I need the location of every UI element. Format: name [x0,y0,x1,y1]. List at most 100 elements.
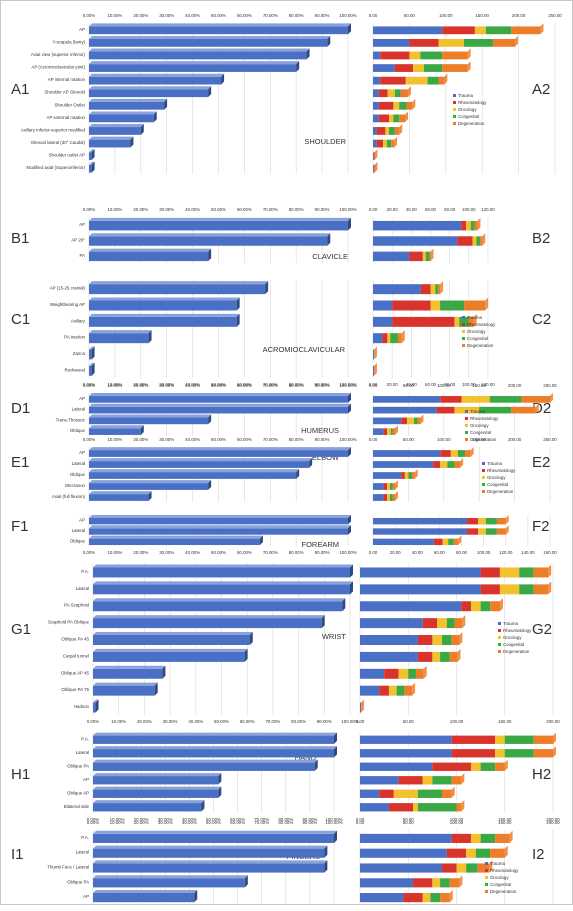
panel-g2-bar-top [360,665,427,669]
panel-a1-tick-label: 90.00% [315,13,330,18]
panel-d2-segment-oncology [387,428,391,435]
legend-label-oncology: Oncology [490,875,509,880]
panel-c1-bar [89,297,240,311]
panel-h1: 0.00% 10.00% 20.00% 30.00% 40.00% 50.00% 60.00… [11,732,343,822]
panel-e1-bar-front [89,472,297,479]
panel-h2-segment-oncology [422,776,433,785]
panel-b1-category-label: PA [79,253,85,258]
panel-a1-bar-front [89,114,154,123]
panel-a2-bar-side [405,111,409,123]
panel-i2-segment-degeneration [440,893,450,903]
panel-c2-segment-rheumatology [392,300,431,311]
panel-i2: 0.00 50.00 100.00 150.00 200.00 I2 Trauma Rheum… [356,820,560,904]
panel-a2-segment-rheumatology [442,26,475,35]
panel-e2-segment-rheumatology [433,461,441,468]
panel-g1-bar-top [93,632,253,635]
panel-b1-bar-top [89,217,351,221]
legend-label-congenital: Congenital [470,430,491,435]
panel-i1-tick-label: 50.00% [206,820,221,825]
panel-e1-label: E1 [11,454,29,471]
panel-g2-label: G2 [532,621,552,638]
panel-g2-segment-congenital [408,668,416,679]
panel-i2-tick-label: 150.00 [498,820,512,825]
legend-swatch-degeneration [465,438,468,441]
panel-a2-segment-congenital [399,101,407,110]
panel-f2-bar-side [505,514,509,525]
panel-a1-bar [89,61,300,72]
panel-a2-segment-congenital [386,139,392,148]
panel-e2-bar-side [394,491,398,501]
panel-h1-bar-side [314,759,318,771]
panel-b2-segment-rheumatology [461,220,466,231]
panel-a1-tick-label: 40.00% [185,13,200,18]
panel-h2-segment-rheumatology [388,803,414,812]
panel-a1-bar-top [89,86,212,90]
panel-a2-segment-degeneration [394,127,400,135]
panel-c2-bar-side [401,330,405,344]
panel-f2-tick-label: 40.00 [412,550,424,555]
panel-f1-bar [89,535,263,546]
panel-d2-segment-rheumatology [436,406,455,414]
panel-g1-bar [93,615,325,629]
panel-i2-label: I2 [532,846,545,863]
panel-c1-bar-front [89,300,237,311]
panel-i2-tick-label: 200.00 [546,820,560,825]
panel-e1-bar [89,469,300,479]
legend-swatch-oncology [485,876,488,879]
legend-swatch-trauma [465,410,468,413]
panel-d2-bar-top [373,414,424,418]
panel-f2-segment-oncology [478,528,486,535]
panel-i2-tick-label: 0.00 [356,820,365,825]
panel-g2-segment-trauma [360,668,385,679]
panel-a1-bar-top [89,48,310,52]
panel-h2-segment-congenital [504,735,534,744]
panel-f2-segment-trauma [373,528,468,535]
panel-f2-label: F2 [532,518,550,535]
panel-b2-segment-oncology [465,220,471,231]
panel-c2-segment-trauma [373,349,374,360]
panel-a2-segment-degeneration [438,76,445,85]
panel-h2-segment-degeneration [442,789,452,798]
panel-c2-segment-trauma [373,365,374,376]
panel-a2-segment-rheumatology [409,38,439,47]
panel-e1-category-label: Lateral [72,461,85,466]
panel-h2-segment-trauma [360,803,389,812]
panel-g1-bar-top [93,615,325,619]
panel-d1-title: HUMERUS [301,426,339,435]
panel-i1-bar-side [244,875,248,888]
panel-i1-category-label: AP [83,894,89,899]
panel-d2-bar-top [373,425,398,429]
legend-swatch-rheumatology [482,469,485,472]
panel-f2: 0.00 20.00 40.00 60.00 80.00 100.00 120.00 140.… [369,514,557,555]
legend-swatch-degeneration [498,650,501,653]
panel-g2-segment-degeneration [454,618,463,629]
panel-a2-segment-congenital [394,89,401,98]
panel-b2-segment-congenital [476,236,481,246]
legend-swatch-oncology [453,108,456,111]
panel-c1-tick-label: 50.00% [211,382,226,387]
panel-c2-segment-degeneration [438,284,441,295]
panel-g1-bar [93,682,158,696]
panel-e1-bar-side [148,491,152,501]
panel-c1-bar-top [89,297,240,301]
panel-g2-segment-trauma [360,567,481,578]
panel-h2-segment-oncology [495,735,505,744]
panel-f1-tick-label: 50.00% [211,550,226,555]
panel-e1-bar-front [89,461,310,468]
panel-g2-segment-degeneration [449,651,458,662]
panel-b1-tick-label: 10.00% [107,207,122,212]
panel-g1-x-axis: 0.00% 10.00% 20.00% 30.00% 40.00% 50.00% 60.00… [87,719,359,724]
panel-h1-tick-label: 70.00% [254,817,269,822]
panel-c2-segment-trauma [373,300,393,311]
panel-i1-bar-top [93,860,328,864]
panel-a1-tick-label: 0.00% [83,13,96,18]
panel-e1-bar [89,491,152,501]
panel-d1-bar-side [140,425,144,435]
panel-e1-tick-label: 60.00% [237,437,252,442]
panel-d1-tick-label: 80.00% [289,383,304,388]
panel-e1-bar-top [89,491,152,495]
panel-h1-bar [93,732,337,744]
panel-g1-tick-label: 0.00% [87,719,100,724]
panel-h2-bar-side [553,732,556,744]
